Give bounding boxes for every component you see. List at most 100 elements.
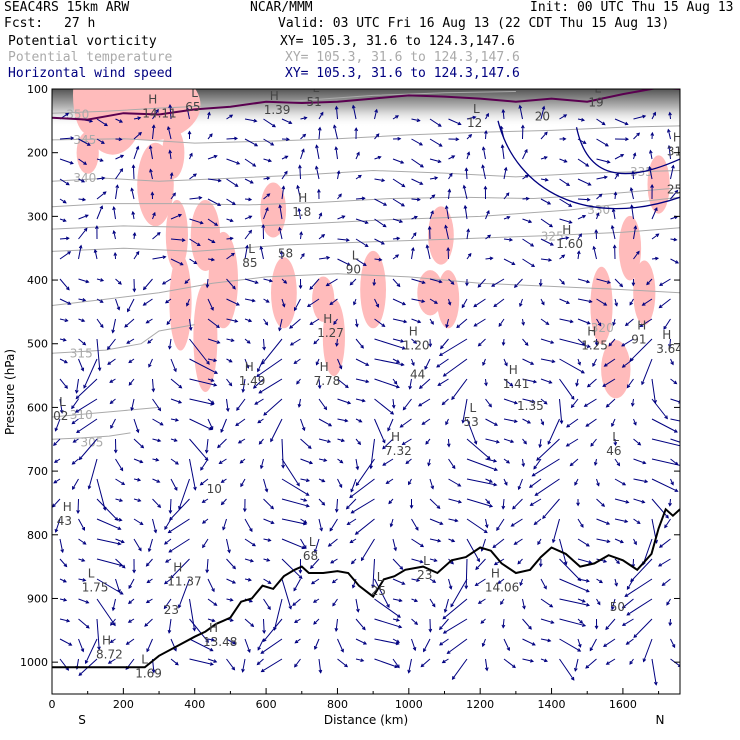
wind-vector-head (436, 505, 441, 510)
pv-extremum-kind: H (209, 621, 218, 635)
wind-vector (658, 558, 671, 567)
wind-vector-head (281, 185, 286, 190)
wind-vector (577, 251, 580, 260)
wind-vector-head (53, 459, 58, 463)
wind-vector-head (420, 163, 424, 168)
wind-vector-head (289, 325, 293, 329)
wind-vector (473, 298, 486, 308)
wind-vector-head (157, 438, 162, 443)
wind-vector-head (114, 517, 119, 521)
wind-vector-head (588, 560, 593, 564)
wind-vector (439, 638, 449, 646)
wind-vector-head (181, 238, 186, 242)
pv-fill-region (165, 200, 188, 271)
field-ws-name: Horizontal wind speed (8, 66, 173, 81)
wind-vector (355, 458, 359, 470)
wind-vector-head (586, 320, 591, 325)
wind-vector-head (566, 182, 571, 186)
wind-vector-head (229, 236, 234, 241)
wind-vector-head (120, 154, 125, 159)
pv-extremum-value: 50 (610, 600, 625, 614)
wind-vector (337, 215, 345, 220)
wind-vector (152, 256, 166, 260)
wind-vector-head (482, 361, 486, 366)
wind-vector (466, 253, 472, 260)
wind-vector-head (325, 282, 330, 287)
wind-vector-head (53, 479, 58, 484)
wind-vector (240, 478, 246, 487)
wind-vector (162, 278, 172, 285)
wind-vector-head (439, 521, 444, 525)
wind-vector (59, 198, 67, 204)
wind-vector-head (346, 521, 351, 526)
wind-vector (392, 638, 400, 643)
wind-vector-head (447, 301, 452, 306)
wind-vector-head (427, 225, 432, 230)
wind-vector-head (321, 478, 326, 483)
wind-vector (294, 298, 301, 311)
wind-vector-head (339, 459, 344, 464)
wind-vector-head (248, 215, 253, 220)
wind-vector (318, 213, 322, 220)
wind-vector-head (455, 137, 460, 142)
wind-vector-head (168, 549, 173, 553)
wind-vector-head (68, 642, 73, 646)
wind-vector (566, 438, 579, 447)
wind-vector (429, 498, 441, 509)
wind-vector (300, 134, 306, 140)
wind-vector-head (473, 440, 478, 445)
wind-vector (463, 185, 468, 200)
wind-vector-head (119, 467, 124, 472)
wind-vector (374, 618, 402, 628)
wind-vector (485, 438, 500, 443)
wind-vector (169, 498, 172, 514)
wind-vector (466, 538, 480, 562)
wind-vector-head (414, 598, 419, 603)
wind-vector-head (473, 303, 478, 308)
wind-vector-head (298, 569, 303, 574)
wind-vector-head (84, 214, 89, 218)
wind-vector (631, 398, 634, 406)
wind-vector-head (361, 196, 366, 201)
wind-vector (281, 438, 284, 468)
wind-vector (518, 478, 523, 490)
wind-vector (425, 438, 431, 445)
wind-vector-head (446, 246, 451, 251)
wind-vector-head (667, 128, 671, 133)
wind-vector-head (184, 280, 189, 285)
wind-vector (335, 106, 338, 120)
wind-vector (226, 198, 236, 205)
wind-vector-head (211, 588, 215, 593)
wind-vector (429, 278, 442, 283)
wind-vector-head (247, 577, 252, 582)
wind-vector (659, 538, 671, 548)
wind-vector-head (89, 119, 94, 123)
wind-vector (115, 118, 123, 123)
pv-extremum-value: 43 (57, 514, 72, 528)
wind-vector-head (347, 400, 352, 405)
tropopause-line (52, 89, 680, 121)
wind-vector-head (100, 140, 105, 144)
wind-vector (113, 230, 116, 240)
pv-fill-region (137, 142, 174, 227)
wind-vector (411, 118, 420, 122)
wind-vector (115, 154, 124, 160)
wind-vector-head (163, 580, 168, 585)
wind-vector-head (216, 340, 221, 344)
wind-vector (497, 578, 505, 584)
wind-vector (478, 598, 486, 604)
wind-vector-head (565, 236, 570, 240)
wind-vector (559, 618, 586, 627)
wind-vector (629, 338, 653, 362)
wind-vector (244, 538, 256, 547)
wind-vector-head (321, 501, 326, 506)
wind-vector-head (561, 254, 566, 259)
wind-vector (533, 458, 542, 470)
wind-vector (169, 338, 172, 349)
wind-vector (313, 618, 320, 625)
wind-vector-head (315, 144, 319, 149)
wind-vector (55, 518, 61, 533)
wind-vector-head (606, 521, 611, 525)
wind-vector (281, 558, 303, 579)
wind-vector-head (605, 403, 610, 408)
